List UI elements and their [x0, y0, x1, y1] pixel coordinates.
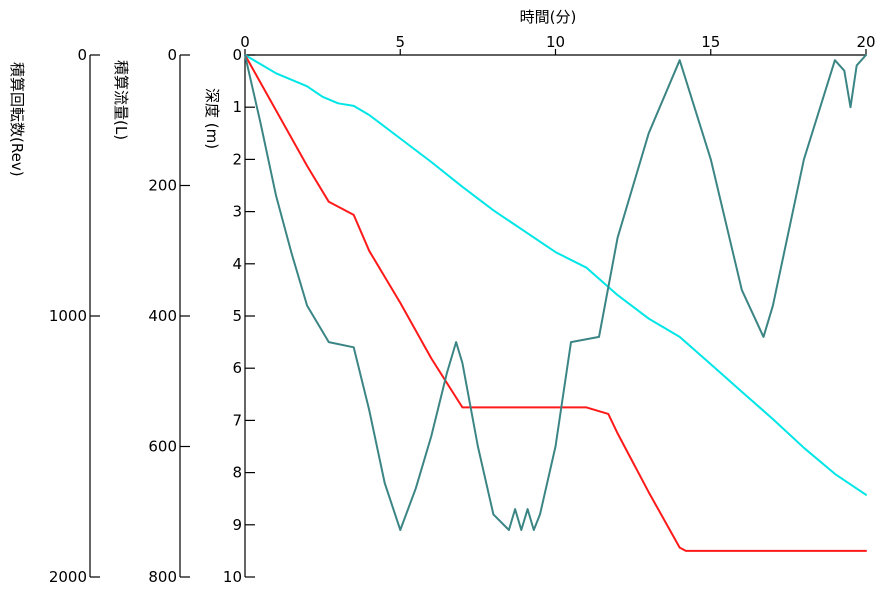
depth-tick-label: 9	[232, 516, 242, 534]
depth-tick-label: 4	[232, 255, 242, 273]
rev-tick-label: 0	[77, 46, 87, 64]
rev-series-line	[244, 54, 867, 496]
x-tick-label: 0	[240, 33, 250, 51]
flow-tick-label: 400	[148, 307, 177, 325]
depth-tick-label: 8	[232, 464, 242, 482]
depth-tick-label: 3	[232, 203, 242, 221]
depth-tick-label: 1	[232, 98, 242, 116]
depth-axis-ticks: 0 1 2 3 4 5 6 7 8 9 10	[223, 46, 255, 586]
rev-tick-label: 2000	[49, 568, 87, 586]
depth-axis-label: 深度 (m)	[203, 88, 221, 149]
revolution-axis-ticks: 0 1000 2000	[49, 46, 100, 586]
x-tick-label: 5	[395, 33, 405, 51]
rev-tick-label: 1000	[49, 307, 87, 325]
depth-series-line	[244, 54, 867, 531]
flow-tick-label: 600	[148, 438, 177, 456]
depth-tick-label: 2	[232, 150, 242, 168]
x-axis-label: 時間(分)	[520, 8, 577, 26]
flow-tick-label: 800	[148, 568, 177, 586]
flow-tick-label: 0	[167, 46, 177, 64]
x-axis-ticks: 0 5 10 15 20	[240, 33, 876, 55]
depth-tick-label: 10	[223, 568, 242, 586]
x-tick-label: 15	[701, 33, 720, 51]
depth-tick-label: 6	[232, 359, 242, 377]
flow-series-line	[244, 54, 867, 552]
plot-area	[244, 54, 867, 552]
x-tick-label: 10	[546, 33, 565, 51]
revolution-axis-label: 積算回転数(Rev)	[8, 62, 26, 177]
x-tick-label: 20	[856, 33, 875, 51]
depth-tick-label: 5	[232, 307, 242, 325]
flow-axis-label: 積算流量(L)	[112, 60, 130, 140]
depth-tick-label: 0	[232, 46, 242, 64]
flow-tick-label: 200	[148, 177, 177, 195]
flow-axis-ticks: 0 200 400 600 800	[148, 46, 190, 586]
depth-tick-label: 7	[232, 411, 242, 429]
